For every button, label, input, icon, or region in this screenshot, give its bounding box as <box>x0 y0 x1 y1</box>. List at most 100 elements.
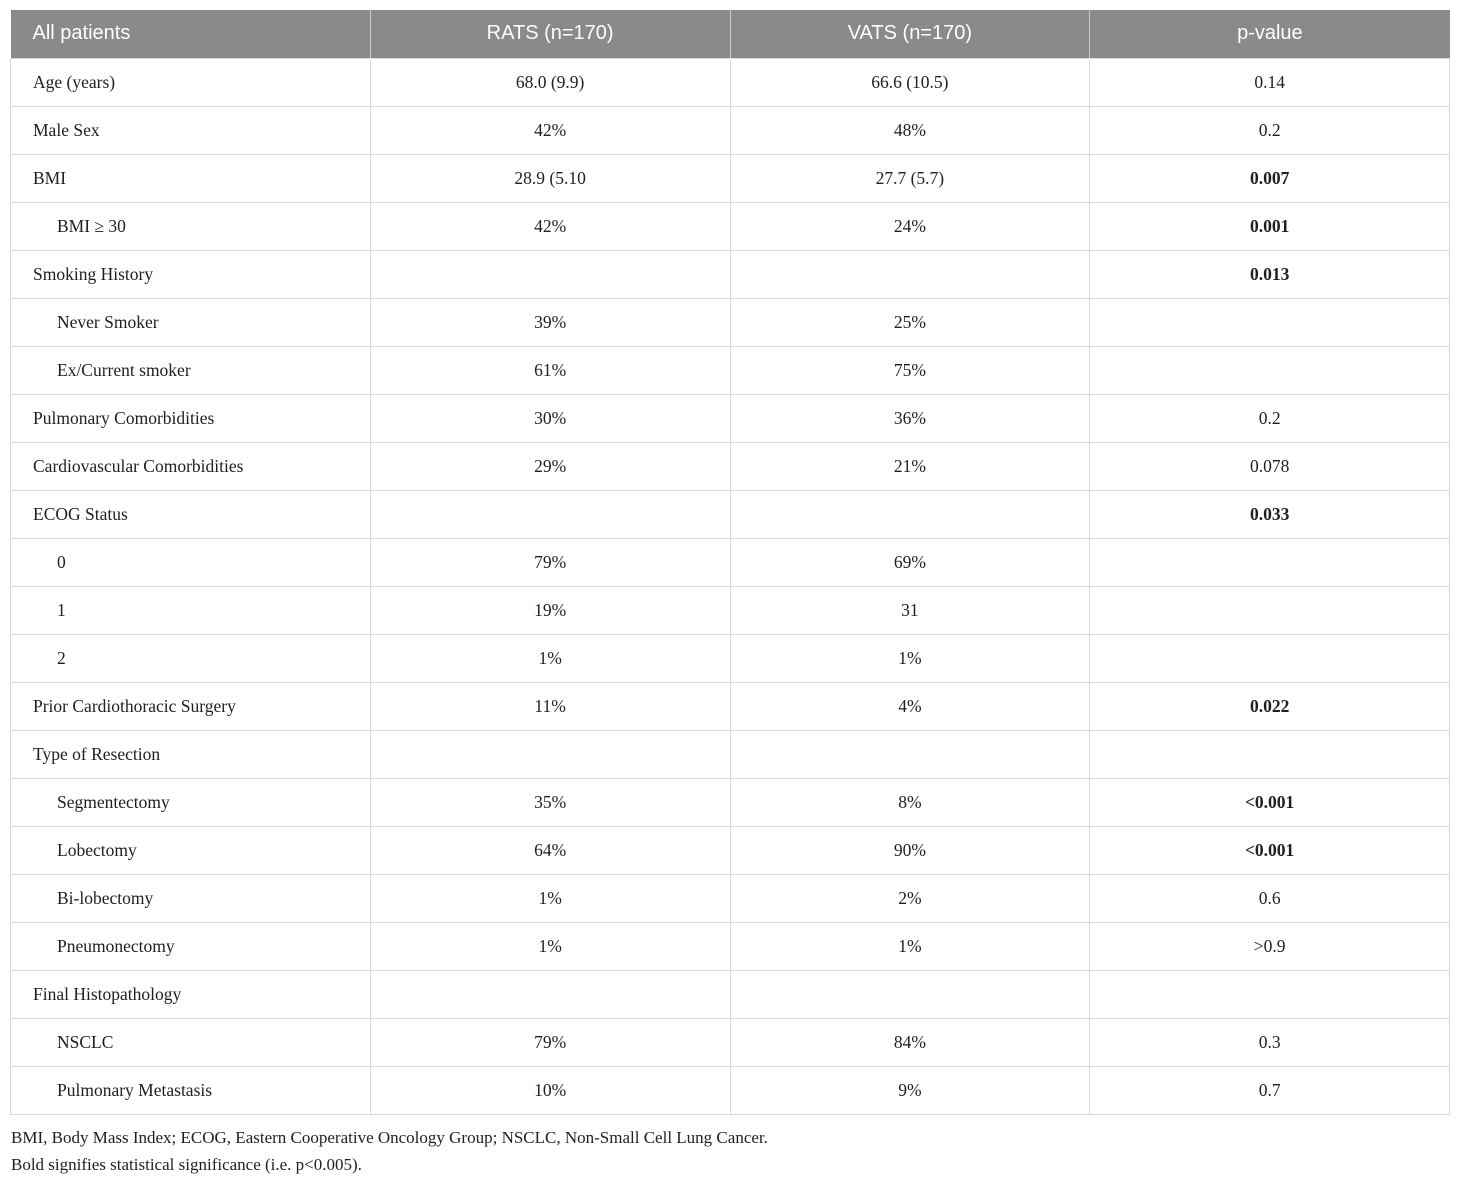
rats-value: 68.0 (9.9) <box>369 57 731 107</box>
vats-value: 24% <box>729 201 1091 251</box>
p-value: 0.001 <box>1089 201 1450 251</box>
p-value <box>1089 537 1450 587</box>
table-row: Pulmonary Comorbidities 30% 36% 0.2 <box>10 393 1450 443</box>
row-label: BMI <box>10 153 371 203</box>
vats-value: 27.7 (5.7) <box>729 153 1091 203</box>
baseline-characteristics-table-wrap: All patients RATS (n=170) VATS (n=170) p… <box>10 10 1450 1115</box>
row-label: Segmentectomy <box>10 777 371 827</box>
row-label: 0 <box>10 537 371 587</box>
row-label: Ex/Current smoker <box>10 345 371 395</box>
row-label: Lobectomy <box>10 825 371 875</box>
vats-value: 66.6 (10.5) <box>729 57 1091 107</box>
row-label: Final Histopathology <box>10 969 371 1019</box>
row-label: Male Sex <box>10 105 371 155</box>
table-row: Lobectomy 64% 90% <0.001 <box>10 825 1450 875</box>
rats-value: 39% <box>369 297 731 347</box>
rats-value: 1% <box>369 873 731 923</box>
table-row: NSCLC 79% 84% 0.3 <box>10 1017 1450 1067</box>
p-value: 0.022 <box>1089 681 1450 731</box>
row-label: 1 <box>10 585 371 635</box>
vats-value: 90% <box>729 825 1091 875</box>
vats-value: 4% <box>729 681 1091 731</box>
p-value: >0.9 <box>1089 921 1450 971</box>
baseline-characteristics-table: All patients RATS (n=170) VATS (n=170) p… <box>10 10 1450 1115</box>
p-value: 0.2 <box>1089 105 1450 155</box>
table-body: Age (years) 68.0 (9.9) 66.6 (10.5) 0.14 Male… <box>10 57 1450 1115</box>
p-value: 0.7 <box>1089 1065 1450 1115</box>
rats-value: 30% <box>369 393 731 443</box>
rats-value: 11% <box>369 681 731 731</box>
vats-value: 2% <box>729 873 1091 923</box>
footnotes: BMI, Body Mass Index; ECOG, Eastern Coop… <box>11 1124 1450 1178</box>
vats-value: 75% <box>729 345 1091 395</box>
vats-value <box>729 729 1091 779</box>
rats-value: 10% <box>369 1065 731 1115</box>
p-value <box>1089 633 1450 683</box>
vats-value: 1% <box>729 921 1091 971</box>
column-header-p-value: p-value <box>1089 10 1450 58</box>
row-label: Age (years) <box>10 57 371 107</box>
row-label: Bi-lobectomy <box>10 873 371 923</box>
p-value: 0.078 <box>1089 441 1450 491</box>
row-label: Prior Cardiothoracic Surgery <box>10 681 371 731</box>
table-row: 0 79% 69% <box>10 537 1450 587</box>
p-value: <0.001 <box>1089 777 1450 827</box>
table-row: Type of Resection <box>10 729 1450 779</box>
rats-value: 79% <box>369 1017 731 1067</box>
table-row: ECOG Status 0.033 <box>10 489 1450 539</box>
rats-value: 64% <box>369 825 731 875</box>
vats-value: 8% <box>729 777 1091 827</box>
p-value <box>1089 969 1450 1019</box>
table-row: 2 1% 1% <box>10 633 1450 683</box>
rats-value: 42% <box>369 201 731 251</box>
vats-value: 84% <box>729 1017 1091 1067</box>
row-label: BMI ≥ 30 <box>10 201 371 251</box>
table-row: Segmentectomy 35% 8% <0.001 <box>10 777 1450 827</box>
rats-value: 42% <box>369 105 731 155</box>
rats-value: 61% <box>369 345 731 395</box>
p-value: 0.2 <box>1089 393 1450 443</box>
table-row: BMI 28.9 (5.10 27.7 (5.7) 0.007 <box>10 153 1450 203</box>
table-row: Pneumonectomy 1% 1% >0.9 <box>10 921 1450 971</box>
row-label: Smoking History <box>10 249 371 299</box>
table-row: Male Sex 42% 48% 0.2 <box>10 105 1450 155</box>
row-label: Pulmonary Metastasis <box>10 1065 371 1115</box>
row-label: NSCLC <box>10 1017 371 1067</box>
column-header-vats: VATS (n=170) <box>729 10 1090 58</box>
rats-value: 1% <box>369 633 731 683</box>
p-value: <0.001 <box>1089 825 1450 875</box>
table-header-row: All patients RATS (n=170) VATS (n=170) p… <box>10 10 1450 58</box>
row-label: Pulmonary Comorbidities <box>10 393 371 443</box>
footnote-abbreviations: BMI, Body Mass Index; ECOG, Eastern Coop… <box>11 1127 768 1147</box>
row-label: Pneumonectomy <box>10 921 371 971</box>
vats-value <box>729 969 1091 1019</box>
vats-value: 36% <box>729 393 1091 443</box>
p-value: 0.3 <box>1089 1017 1450 1067</box>
rats-value <box>369 729 731 779</box>
table-row: 1 19% 31 <box>10 585 1450 635</box>
vats-value: 31 <box>729 585 1091 635</box>
table-row: Ex/Current smoker 61% 75% <box>10 345 1450 395</box>
rats-value: 35% <box>369 777 731 827</box>
p-value <box>1089 345 1450 395</box>
row-label: 2 <box>10 633 371 683</box>
column-header-all-patients: All patients <box>10 10 371 58</box>
rats-value: 1% <box>369 921 731 971</box>
table-header: All patients RATS (n=170) VATS (n=170) p… <box>10 10 1450 58</box>
p-value <box>1089 729 1450 779</box>
p-value: 0.007 <box>1089 153 1450 203</box>
row-label: Cardiovascular Comorbidities <box>10 441 371 491</box>
rats-value <box>369 969 731 1019</box>
table-row: Cardiovascular Comorbidities 29% 21% 0.078 <box>10 441 1450 491</box>
vats-value: 25% <box>729 297 1091 347</box>
rats-value <box>369 249 731 299</box>
row-label: Never Smoker <box>10 297 371 347</box>
rats-value: 28.9 (5.10 <box>369 153 731 203</box>
table-row: Smoking History 0.013 <box>10 249 1450 299</box>
vats-value: 48% <box>729 105 1091 155</box>
column-header-rats: RATS (n=170) <box>369 10 730 58</box>
p-value: 0.033 <box>1089 489 1450 539</box>
rats-value: 79% <box>369 537 731 587</box>
table-row: Never Smoker 39% 25% <box>10 297 1450 347</box>
p-value <box>1089 297 1450 347</box>
